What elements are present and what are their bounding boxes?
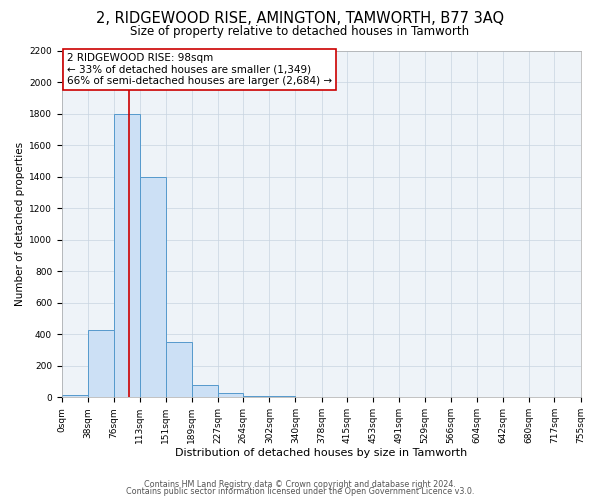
Bar	[62, 395, 88, 397]
Text: Size of property relative to detached houses in Tamworth: Size of property relative to detached ho…	[130, 25, 470, 38]
X-axis label: Distribution of detached houses by size in Tamworth: Distribution of detached houses by size …	[175, 448, 467, 458]
Bar	[269, 396, 295, 397]
Bar	[88, 330, 114, 397]
Bar	[140, 177, 166, 397]
Text: Contains HM Land Registry data © Crown copyright and database right 2024.: Contains HM Land Registry data © Crown c…	[144, 480, 456, 489]
Y-axis label: Number of detached properties: Number of detached properties	[15, 142, 25, 306]
Text: Contains public sector information licensed under the Open Government Licence v3: Contains public sector information licen…	[126, 487, 474, 496]
Bar	[218, 394, 243, 397]
Bar	[166, 342, 192, 397]
Text: 2 RIDGEWOOD RISE: 98sqm
← 33% of detached houses are smaller (1,349)
66% of semi: 2 RIDGEWOOD RISE: 98sqm ← 33% of detache…	[67, 52, 332, 86]
Text: 2, RIDGEWOOD RISE, AMINGTON, TAMWORTH, B77 3AQ: 2, RIDGEWOOD RISE, AMINGTON, TAMWORTH, B…	[96, 11, 504, 26]
Bar	[243, 396, 269, 397]
Bar	[114, 114, 140, 397]
Bar	[192, 384, 218, 397]
